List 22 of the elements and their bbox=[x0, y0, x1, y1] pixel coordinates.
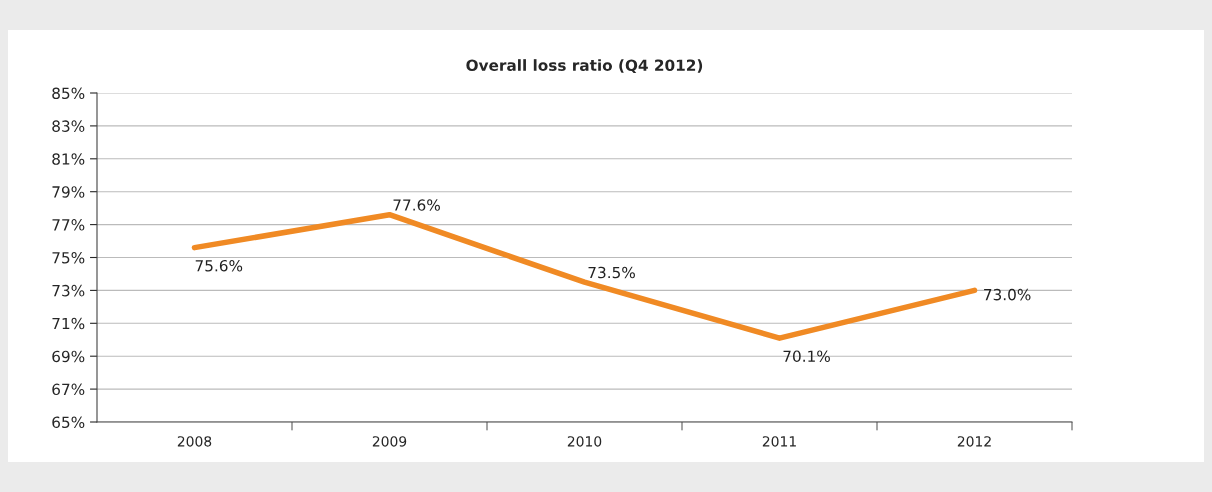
x-tick-label: 2012 bbox=[957, 436, 991, 447]
y-tick-label: 67% bbox=[52, 383, 85, 396]
data-label: 75.6% bbox=[195, 259, 243, 272]
data-label: 77.6% bbox=[393, 199, 440, 211]
x-tick-label: 2011 bbox=[762, 436, 796, 447]
x-tick-label: 2008 bbox=[177, 436, 212, 447]
chart-title: Overall loss ratio (Q4 2012) bbox=[466, 59, 703, 74]
y-tick-label: 71% bbox=[52, 317, 85, 330]
data-label: 73.0% bbox=[984, 288, 1031, 301]
y-tick-label: 81% bbox=[52, 153, 85, 165]
y-tick-label: 65% bbox=[52, 416, 85, 429]
y-tick-label: 79% bbox=[52, 186, 85, 198]
y-tick-label: 83% bbox=[52, 120, 85, 132]
y-tick-label: 73% bbox=[52, 284, 85, 297]
data-label: 73.5% bbox=[588, 266, 635, 279]
data-label: 70.1% bbox=[783, 350, 830, 362]
y-tick-label: 77% bbox=[52, 219, 85, 231]
y-tick-label: 75% bbox=[52, 251, 85, 264]
x-tick-label: 2010 bbox=[567, 436, 602, 447]
x-tick-label: 2009 bbox=[372, 436, 407, 447]
y-tick-label: 69% bbox=[52, 350, 85, 363]
y-tick-label: 85% bbox=[52, 87, 85, 100]
